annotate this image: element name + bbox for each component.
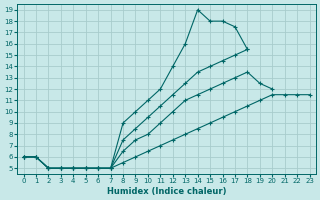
X-axis label: Humidex (Indice chaleur): Humidex (Indice chaleur) [107,187,226,196]
